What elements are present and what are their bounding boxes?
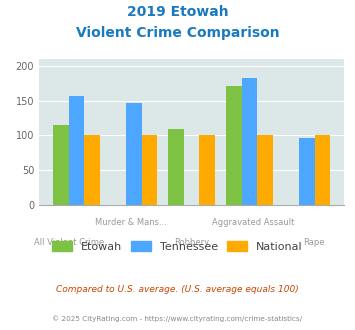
Text: Murder & Mans...: Murder & Mans... <box>95 218 166 227</box>
Legend: Etowah, Tennessee, National: Etowah, Tennessee, National <box>48 237 307 256</box>
Text: Aggravated Assault: Aggravated Assault <box>212 218 294 227</box>
Text: © 2025 CityRating.com - https://www.cityrating.com/crime-statistics/: © 2025 CityRating.com - https://www.city… <box>53 315 302 322</box>
Text: Robbery: Robbery <box>174 238 209 247</box>
Bar <box>242 78 257 205</box>
Bar <box>168 129 184 205</box>
Bar <box>84 135 100 205</box>
Text: Violent Crime Comparison: Violent Crime Comparison <box>76 26 279 40</box>
Bar <box>69 96 84 205</box>
Text: Rape: Rape <box>303 238 324 247</box>
Bar <box>142 135 157 205</box>
Bar <box>299 138 315 205</box>
Bar <box>257 135 273 205</box>
Bar <box>200 135 215 205</box>
Text: 2019 Etowah: 2019 Etowah <box>127 5 228 19</box>
Bar <box>226 86 242 205</box>
Text: All Violent Crime: All Violent Crime <box>34 238 105 247</box>
Bar <box>53 125 69 205</box>
Bar <box>126 103 142 205</box>
Bar <box>315 135 331 205</box>
Text: Compared to U.S. average. (U.S. average equals 100): Compared to U.S. average. (U.S. average … <box>56 285 299 294</box>
